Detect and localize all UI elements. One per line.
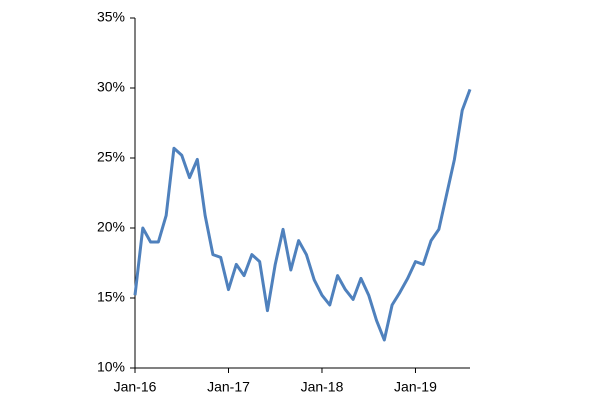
y-tick-label: 35% bbox=[97, 9, 125, 25]
x-tick-label: Jan-18 bbox=[301, 379, 344, 395]
y-tick-label: 15% bbox=[97, 289, 125, 305]
line-series bbox=[133, 88, 472, 342]
y-tick-label: 25% bbox=[97, 149, 125, 165]
x-tick-label: Jan-17 bbox=[207, 379, 250, 395]
x-tick-label: Jan-19 bbox=[394, 379, 437, 395]
y-tick-label: 20% bbox=[97, 219, 125, 235]
y-tick-label: 10% bbox=[97, 359, 125, 375]
y-tick-label: 30% bbox=[97, 79, 125, 95]
x-tick-label: Jan-16 bbox=[114, 379, 157, 395]
